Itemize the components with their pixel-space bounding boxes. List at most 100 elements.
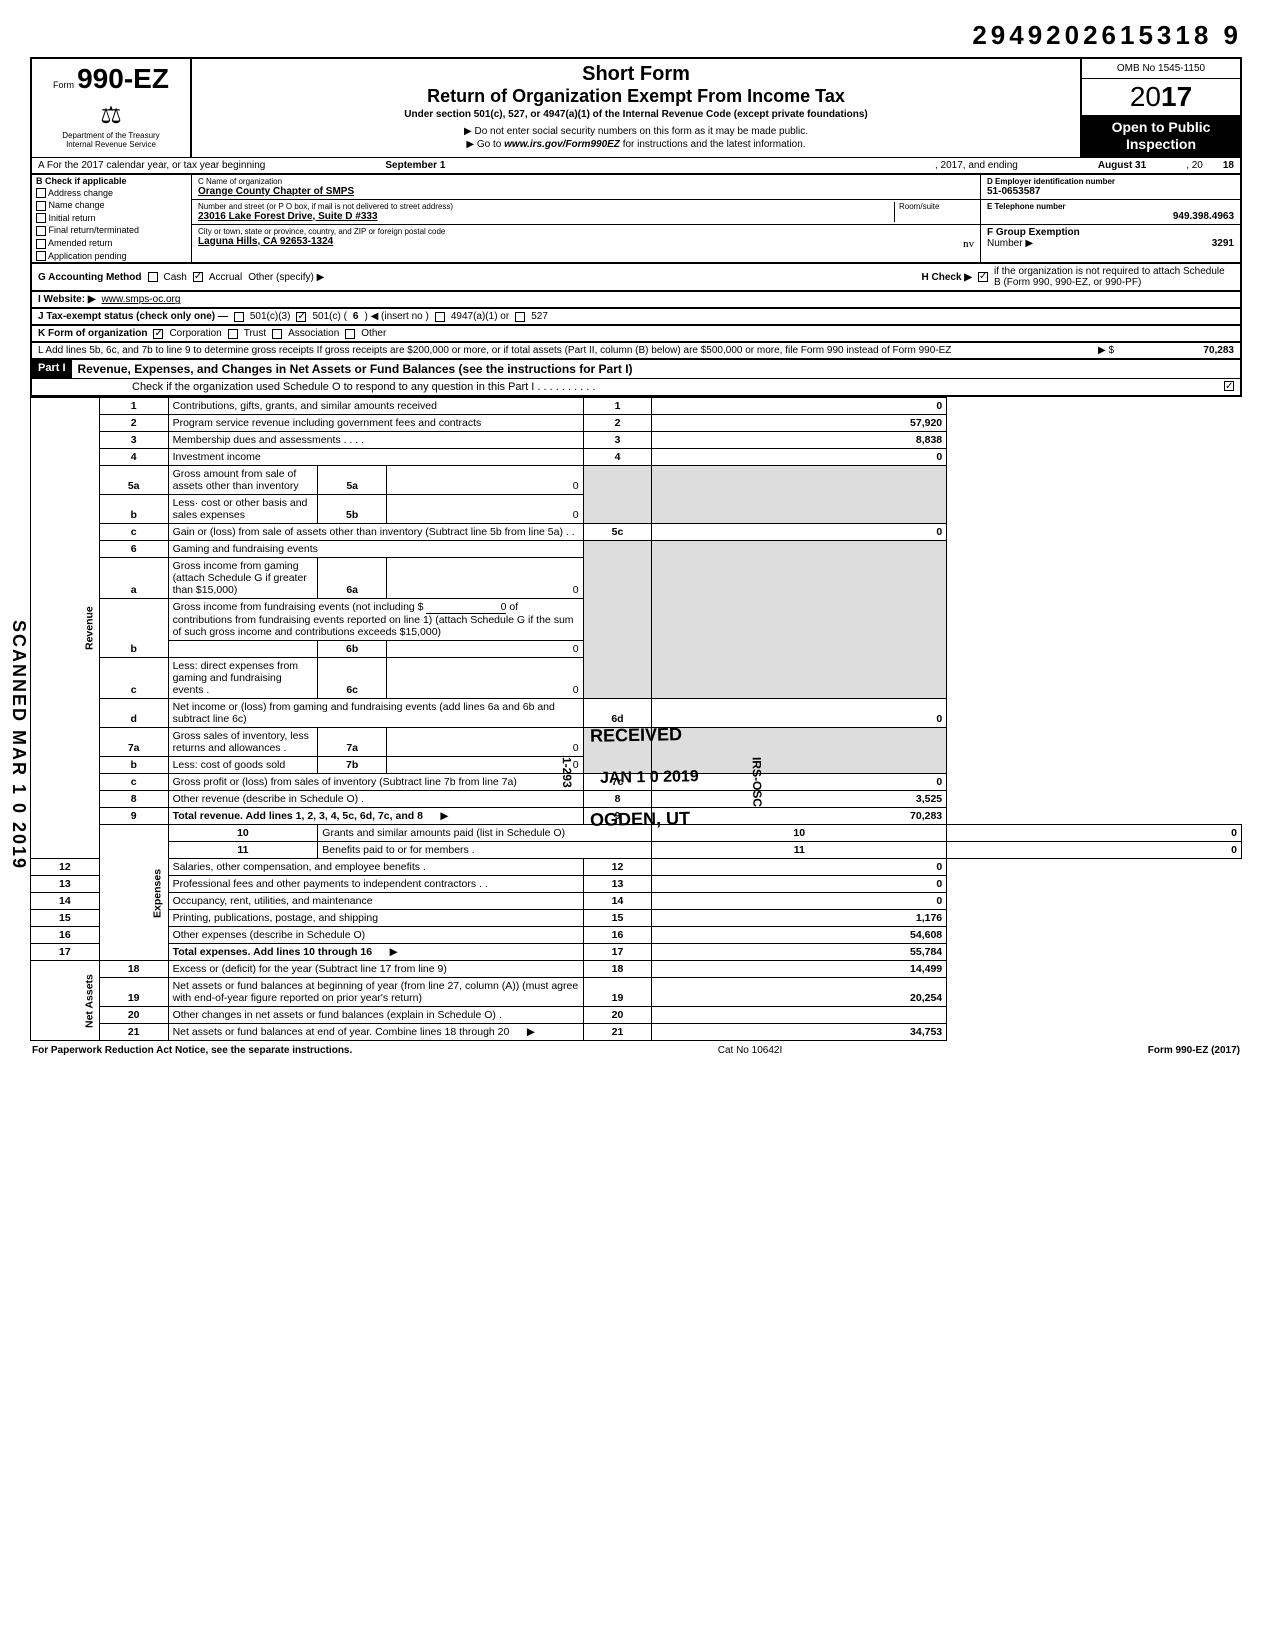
b-header: B Check if applicable (32, 175, 191, 187)
line-18-amt: 14,499 (652, 961, 947, 978)
dept-line-2: Internal Revenue Service (38, 141, 184, 150)
line-7b-num: b (99, 757, 168, 774)
trust-label: Trust (244, 328, 266, 339)
line-21-amt: 34,753 (652, 1024, 947, 1041)
form-number: 990-EZ (77, 63, 169, 94)
c-name-label: C Name of organization (198, 177, 974, 186)
part-1-table: Revenue 1 Contributions, gifts, grants, … (30, 397, 1242, 1041)
chk-501c3[interactable] (234, 312, 244, 322)
chk-527[interactable] (515, 312, 525, 322)
line-5a-sv: 0 (387, 466, 584, 495)
line-11-text: Benefits paid to or for members . (318, 842, 652, 859)
org-address: 23016 Lake Forest Drive, Suite D #333 (198, 211, 378, 222)
line-8-text: Other revenue (describe in Schedule O) . (168, 791, 583, 808)
row-k: K Form of organization Corporation Trust… (30, 326, 1242, 343)
line-20-box: 20 (583, 1007, 652, 1024)
line-14-box: 14 (583, 893, 652, 910)
h-text: if the organization is not required to a… (994, 266, 1234, 288)
chk-cash[interactable] (148, 272, 158, 282)
group-exemption: 3291 (1212, 238, 1234, 249)
assoc-label: Association (288, 328, 339, 339)
chk-corp[interactable] (153, 329, 163, 339)
line-5b-sub: 5b (318, 495, 387, 524)
chk-name-change[interactable]: Name change (32, 199, 191, 212)
line-16-box: 16 (583, 927, 652, 944)
chk-schedule-b[interactable] (978, 272, 988, 282)
line-15-num: 15 (31, 910, 100, 927)
phone: 949.398.4963 (1173, 211, 1234, 222)
line-11-num: 11 (168, 842, 318, 859)
scanned-stamp: SCANNED MAR 1 0 2019 (8, 620, 29, 870)
room-label: Room/suite (899, 202, 974, 211)
501c-label: 501(c) ( (312, 311, 346, 322)
chk-4947[interactable] (435, 312, 445, 322)
chk-accrual[interactable] (193, 272, 203, 282)
title-short-form: Short Form (202, 63, 1070, 86)
open-line-2: Inspection (1084, 136, 1238, 153)
line-7c-amt: 0 (652, 774, 947, 791)
page-footer: For Paperwork Reduction Act Notice, see … (30, 1041, 1242, 1060)
line-16-num: 16 (31, 927, 100, 944)
l-gross-receipts: 70,283 (1203, 345, 1234, 356)
g-label: G Accounting Method (38, 272, 142, 283)
line-5b-num: b (99, 495, 168, 524)
h-label: H Check ▶ (922, 272, 972, 283)
line-10-text: Grants and similar amounts paid (list in… (318, 825, 652, 842)
line-18-box: 18 (583, 961, 652, 978)
line-12-text: Salaries, other compensation, and employ… (168, 859, 583, 876)
line-16-text: Other expenses (describe in Schedule O) (168, 927, 583, 944)
instr-url-link: www.irs.gov/Form990EZ (504, 139, 620, 150)
line-1-box: 1 (583, 398, 652, 415)
line-10-box: 10 (652, 825, 947, 842)
line-6b-num: b (99, 599, 168, 658)
l-arrow: ▶ $ (1054, 345, 1114, 356)
chk-amended[interactable]: Amended return (32, 237, 191, 250)
chk-other-org[interactable] (345, 329, 355, 339)
line-5c-box: 5c (583, 524, 652, 541)
line-7a-sv: 0 (387, 728, 584, 757)
irs-eagle-icon: ⚖ (38, 101, 184, 130)
line-19-amt: 20,254 (652, 978, 947, 1007)
subsection-text: Under section 501(c), 527, or 4947(a)(1)… (202, 109, 1070, 120)
line-3-box: 3 (583, 432, 652, 449)
line-7a-sub: 7a (318, 728, 387, 757)
chk-assoc[interactable] (272, 329, 282, 339)
f-number-label: Number ▶ (987, 238, 1033, 249)
line-20-text: Other changes in net assets or fund bala… (168, 1007, 583, 1024)
cash-label: Cash (164, 272, 187, 283)
omb-number: OMB No 1545-1150 (1082, 59, 1240, 79)
line-9-box: 9 (583, 808, 652, 825)
line-6b-contrib: 0 (426, 601, 506, 614)
instr-url-post: for instructions and the latest informat… (620, 139, 806, 150)
line-1-num: 1 (99, 398, 168, 415)
line-19-box: 19 (583, 978, 652, 1007)
chk-501c[interactable] (296, 312, 306, 322)
chk-trust[interactable] (228, 329, 238, 339)
line-6-num: 6 (99, 541, 168, 558)
line-11-box: 11 (652, 842, 947, 859)
501c-num: 6 (353, 311, 359, 322)
part-1-title: Revenue, Expenses, and Changes in Net As… (72, 360, 639, 378)
line-6a-num: a (99, 558, 168, 599)
line-14-amt: 0 (652, 893, 947, 910)
501c-post: ) ◀ (insert no ) (364, 311, 428, 322)
chk-address-change[interactable]: Address change (32, 187, 191, 200)
line-7b-sub: 7b (318, 757, 387, 774)
chk-final-return[interactable]: Final return/terminated (32, 224, 191, 237)
line-5a-text: Gross amount from sale of assets other t… (168, 466, 318, 495)
line-1-text: Contributions, gifts, grants, and simila… (168, 398, 583, 415)
line-6c-text: Less: direct expenses from gaming and fu… (168, 658, 318, 699)
instr-url: ▶ Go to www.irs.gov/Form990EZ for instru… (202, 139, 1070, 150)
chk-pending[interactable]: Application pending (32, 250, 191, 263)
part-1-badge: Part I (32, 360, 72, 378)
line-4-num: 4 (99, 449, 168, 466)
j-label: J Tax-exempt status (check only one) — (38, 311, 228, 322)
chk-schedule-o[interactable] (1224, 381, 1234, 391)
line-2-amt: 57,920 (652, 415, 947, 432)
year-17: 17 (1161, 81, 1192, 112)
row-g-h: G Accounting Method Cash Accrual Other (… (30, 264, 1242, 292)
row-a-begin: September 1 (385, 160, 445, 171)
chk-initial-return[interactable]: Initial return (32, 212, 191, 225)
row-j: J Tax-exempt status (check only one) — 5… (30, 309, 1242, 326)
line-18-num: 18 (99, 961, 168, 978)
